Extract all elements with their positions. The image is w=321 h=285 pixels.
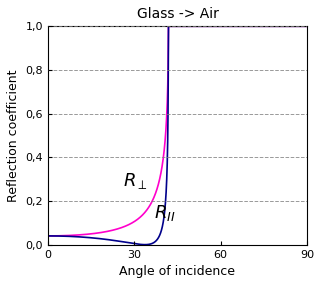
- Text: $R_{II}$: $R_{II}$: [154, 203, 176, 223]
- Y-axis label: Reflection coefficient: Reflection coefficient: [7, 69, 20, 202]
- Text: $R_\perp$: $R_\perp$: [123, 171, 148, 191]
- Title: Glass -> Air: Glass -> Air: [136, 7, 218, 21]
- X-axis label: Angle of incidence: Angle of incidence: [119, 265, 236, 278]
